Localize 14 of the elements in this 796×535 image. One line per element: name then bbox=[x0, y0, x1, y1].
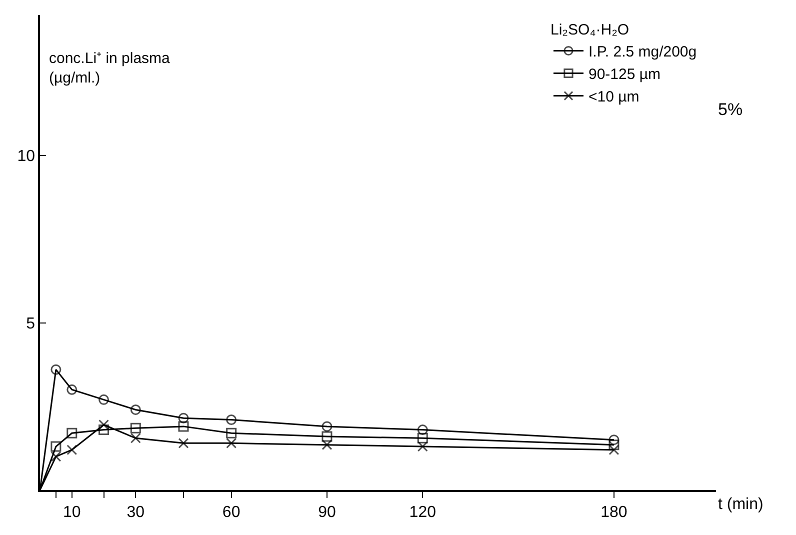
y-axis-title: conc.Li⁺ in plasma (µg/ml.) bbox=[49, 50, 171, 86]
y-tick-label: 5 bbox=[26, 315, 36, 332]
legend-label: I.P. 2.5 mg/200g bbox=[588, 44, 697, 61]
x-tick-label: 180 bbox=[600, 504, 628, 521]
legend-label: 90-125 µm bbox=[588, 66, 660, 84]
x-tick-label: 60 bbox=[222, 504, 240, 521]
x-axis-title: t (min) bbox=[718, 496, 764, 513]
text: 5% bbox=[718, 100, 743, 119]
x-tick-label: 10 bbox=[62, 504, 81, 521]
x-tick-label: 120 bbox=[409, 504, 436, 521]
x-tick-label: 90 bbox=[318, 504, 336, 521]
x-tick-label: 30 bbox=[126, 504, 145, 521]
legend-label: <10 µm bbox=[588, 88, 640, 106]
legend-title: Li₂SO₄·H₂O bbox=[550, 22, 630, 38]
